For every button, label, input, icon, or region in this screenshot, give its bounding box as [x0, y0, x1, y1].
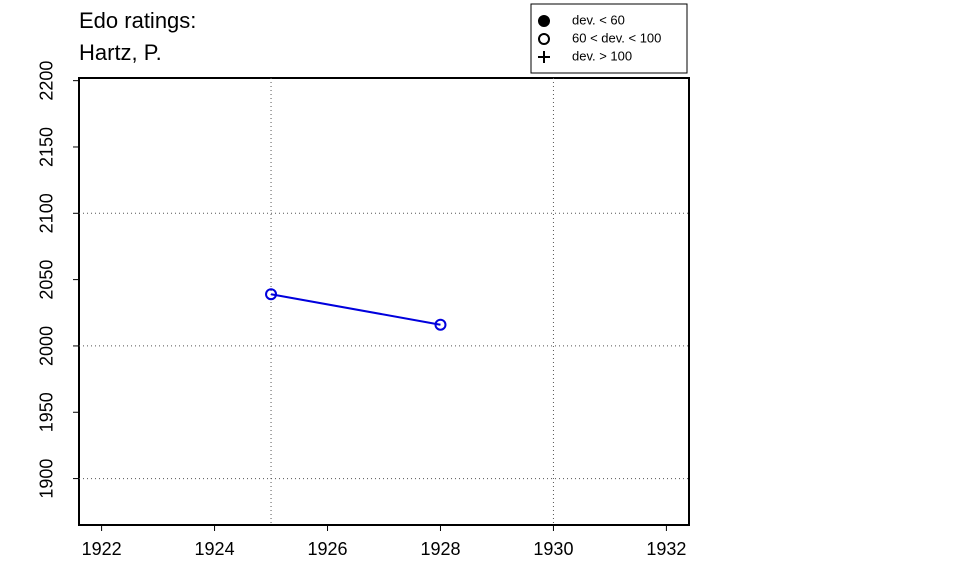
point: [434, 318, 447, 331]
y-tick-label: 2050: [37, 260, 57, 300]
legend-box: [530, 3, 688, 74]
legend-marker: [538, 15, 550, 27]
y-tick-label: 1900: [37, 459, 57, 499]
y-tick-label: 2100: [37, 193, 57, 233]
series-line: [270, 293, 441, 326]
chart-title: Edo ratings:: [79, 8, 196, 33]
x-tick-label: 1930: [533, 539, 573, 559]
chart-subtitle: Hartz, P.: [79, 40, 162, 65]
legend-label: 60 < dev. < 100: [572, 30, 661, 45]
x-tick-label: 1926: [307, 539, 347, 559]
plot-frame: [78, 77, 690, 526]
legend-label: dev. < 60: [572, 12, 625, 27]
x-tick-label: 1922: [82, 539, 122, 559]
legend-marker: [538, 33, 550, 45]
y-tick-label: 2200: [37, 61, 57, 101]
y-tick-label: 2000: [37, 326, 57, 366]
legend-label: dev. > 100: [572, 48, 632, 63]
x-tick-label: 1928: [420, 539, 460, 559]
legend-marker: [538, 51, 550, 63]
y-tick-label: 2150: [37, 127, 57, 167]
x-tick-label: 1932: [646, 539, 686, 559]
point: [265, 288, 278, 301]
y-tick-label: 1950: [37, 392, 57, 432]
x-tick-label: 1924: [195, 539, 235, 559]
